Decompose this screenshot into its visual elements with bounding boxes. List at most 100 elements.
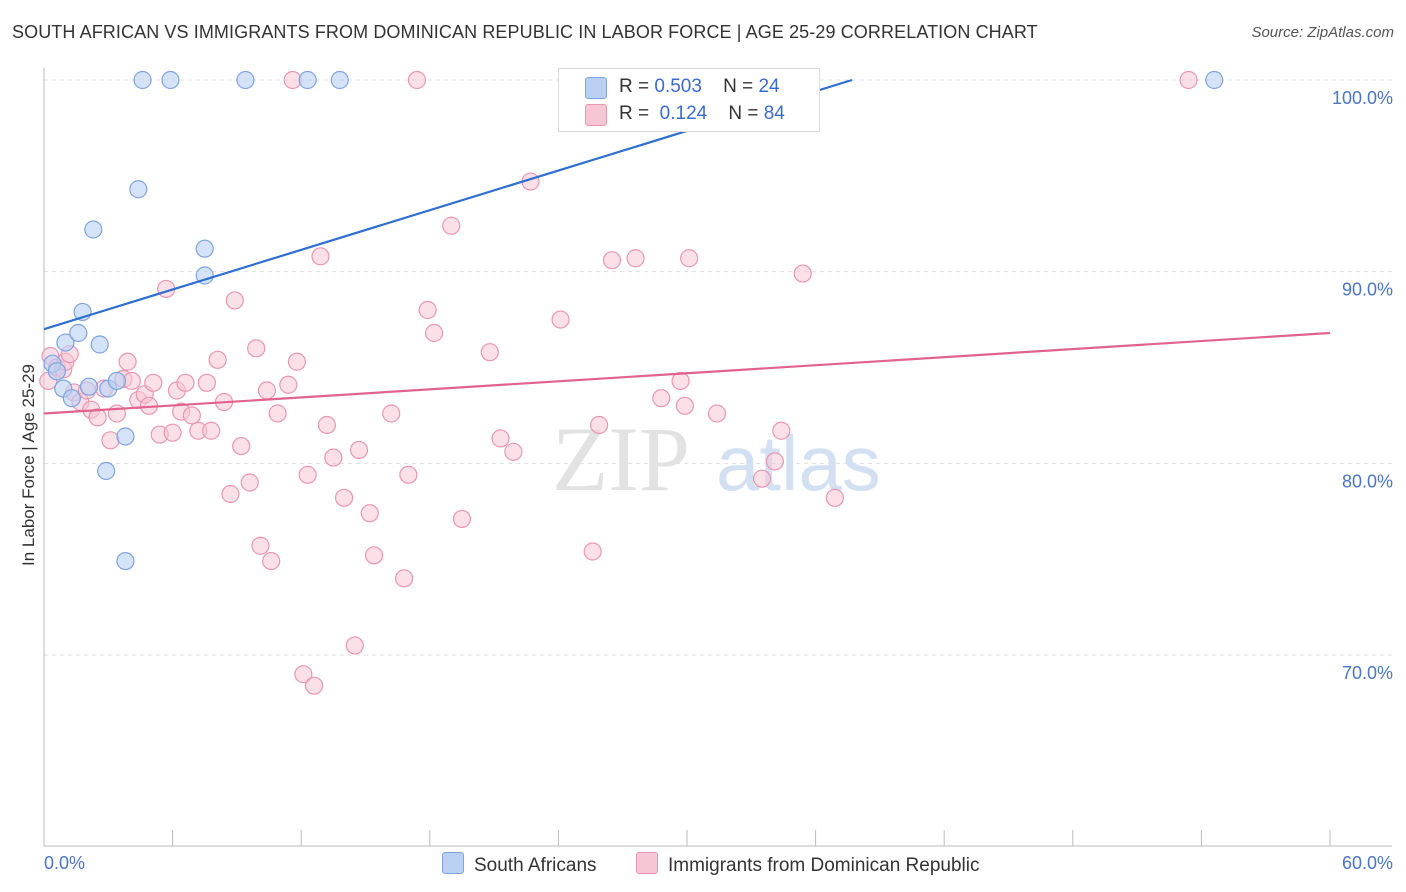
- point-south-african: [47, 362, 66, 381]
- point-dominican: [221, 484, 240, 504]
- x-tick-label-min: 0.0%: [44, 853, 85, 873]
- point-dominican: [345, 636, 364, 655]
- point-south-african: [195, 266, 214, 285]
- point-dominican: [491, 429, 510, 448]
- point-south-african: [116, 551, 135, 571]
- point-dominican: [334, 488, 354, 507]
- point-dominican: [88, 408, 107, 427]
- legend-r-value: 0.124: [659, 103, 708, 124]
- point-south-african: [133, 70, 152, 90]
- point-dominican: [240, 473, 259, 492]
- point-dominican: [197, 373, 216, 392]
- bottom-legend-dominican: Immigrants from Dominican Republic: [636, 852, 980, 877]
- point-dominican: [480, 343, 499, 362]
- point-dominican: [294, 665, 313, 684]
- y-axis-label: In Labor Force | Age 25-29: [19, 364, 38, 566]
- point-dominican: [324, 448, 343, 467]
- point-dominican: [793, 264, 812, 283]
- chart-title: SOUTH AFRICAN VS IMMIGRANTS FROM DOMINIC…: [12, 22, 1038, 42]
- point-south-african: [79, 377, 99, 396]
- point-south-african: [56, 333, 75, 352]
- point-dominican: [163, 423, 182, 442]
- legend-swatch-pink: [585, 104, 607, 126]
- point-south-african: [62, 389, 81, 408]
- point-south-african: [161, 70, 180, 90]
- point-dominican: [268, 404, 287, 423]
- y-tick-label-80: 80.0%: [1342, 471, 1393, 491]
- trendline-dominican: [43, 331, 1331, 415]
- point-dominican: [251, 536, 270, 555]
- point-dominican: [504, 442, 523, 461]
- point-dominican: [424, 323, 444, 343]
- point-south-african: [129, 180, 148, 199]
- point-dominican: [825, 488, 844, 507]
- point-dominican: [182, 406, 201, 425]
- watermark-atlas: atlas: [716, 419, 881, 507]
- point-dominican: [247, 339, 266, 358]
- point-dominican: [360, 504, 379, 523]
- point-south-african: [116, 427, 135, 446]
- point-south-african: [107, 371, 126, 391]
- bottom-legend-label: Immigrants from Dominican Republic: [668, 855, 980, 876]
- point-dominican: [287, 352, 307, 371]
- point-dominican: [772, 421, 791, 440]
- point-dominican: [101, 431, 120, 450]
- point-south-african: [90, 335, 109, 354]
- point-dominican: [407, 70, 427, 90]
- point-dominican: [382, 404, 401, 423]
- point-dominican: [225, 291, 244, 310]
- point-dominican: [551, 310, 570, 329]
- point-south-african: [195, 239, 214, 258]
- point-dominican: [394, 569, 414, 588]
- y-tick-label-70: 70.0%: [1342, 663, 1393, 683]
- point-dominican: [452, 509, 472, 529]
- x-tick-label-max: 60.0%: [1342, 853, 1393, 873]
- y-tick-label-100: 100.0%: [1332, 88, 1393, 108]
- point-dominican: [583, 542, 602, 561]
- point-dominican: [317, 415, 337, 435]
- legend-r-label: R =: [619, 103, 650, 124]
- point-dominican: [262, 551, 281, 571]
- bottom-legend-south-africans: South Africans: [442, 852, 597, 877]
- point-dominican: [590, 415, 609, 435]
- point-dominican: [671, 371, 690, 391]
- series-dominican-points: [39, 70, 1198, 695]
- point-dominican: [399, 465, 418, 484]
- legend-n-value: 84: [763, 103, 785, 124]
- point-dominican: [208, 350, 227, 369]
- series-south-african-points: [43, 70, 1224, 571]
- point-dominican: [418, 300, 437, 320]
- point-south-african: [69, 323, 88, 343]
- axes: [43, 68, 1392, 847]
- point-dominican: [707, 404, 727, 423]
- point-dominican: [118, 352, 137, 371]
- point-dominican: [304, 676, 324, 695]
- point-dominican: [144, 373, 163, 392]
- point-dominican: [752, 469, 772, 488]
- bottom-legend-swatch-blue: [442, 852, 464, 874]
- point-dominican: [675, 396, 694, 415]
- point-dominican: [176, 373, 195, 392]
- point-south-african: [236, 70, 255, 90]
- bottom-legend-label: South Africans: [474, 855, 597, 876]
- point-south-african: [298, 70, 317, 90]
- legend-r-value: 0.503: [654, 76, 702, 97]
- point-dominican: [652, 389, 671, 408]
- legend-n-value: 24: [758, 76, 780, 97]
- legend-swatch-blue: [585, 77, 607, 99]
- chart-source: Source: ZipAtlas.com: [1251, 24, 1394, 41]
- point-dominican: [1179, 70, 1198, 90]
- point-dominican: [349, 440, 369, 460]
- bottom-legend-swatch-pink: [636, 852, 658, 874]
- point-dominican: [232, 436, 251, 456]
- point-dominican: [202, 421, 221, 440]
- point-dominican: [257, 381, 277, 400]
- point-dominican: [765, 452, 784, 471]
- point-dominican: [298, 465, 317, 484]
- point-dominican: [279, 375, 298, 394]
- point-dominican: [602, 251, 622, 270]
- legend-r-label: R =: [619, 76, 650, 97]
- point-south-african: [1205, 70, 1224, 90]
- point-south-african: [330, 70, 349, 90]
